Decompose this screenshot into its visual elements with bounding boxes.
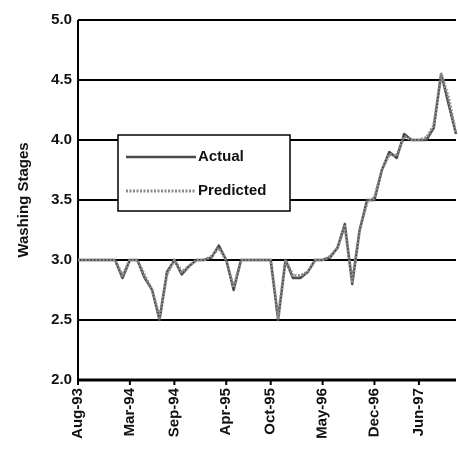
x-tick-label: Aug-93 [69,388,86,439]
x-tick-label: Oct-95 [262,388,279,435]
y-axis-label: Washing Stages [15,142,32,257]
y-tick-label: 3.5 [51,191,72,208]
legend-label: Predicted [198,182,266,199]
y-tick-label: 4.5 [51,71,72,88]
x-tick-label: Apr-95 [217,388,234,436]
y-tick-label: 4.0 [51,131,72,148]
y-tick-label: 2.0 [51,371,72,388]
x-tick-label: Mar-94 [121,387,138,436]
x-tick-label: Sep-94 [165,387,182,437]
legend-box [117,134,291,212]
series-line [78,72,458,320]
legend-label: Actual [198,148,244,165]
x-tick-label: May-96 [314,388,331,439]
y-tick-label: 2.5 [51,311,72,328]
x-tick-label: Dec-96 [365,388,382,437]
y-tick-label: 5.0 [51,11,72,28]
y-tick-label: 3.0 [51,251,72,268]
x-tick-label: Jun-97 [410,388,427,436]
